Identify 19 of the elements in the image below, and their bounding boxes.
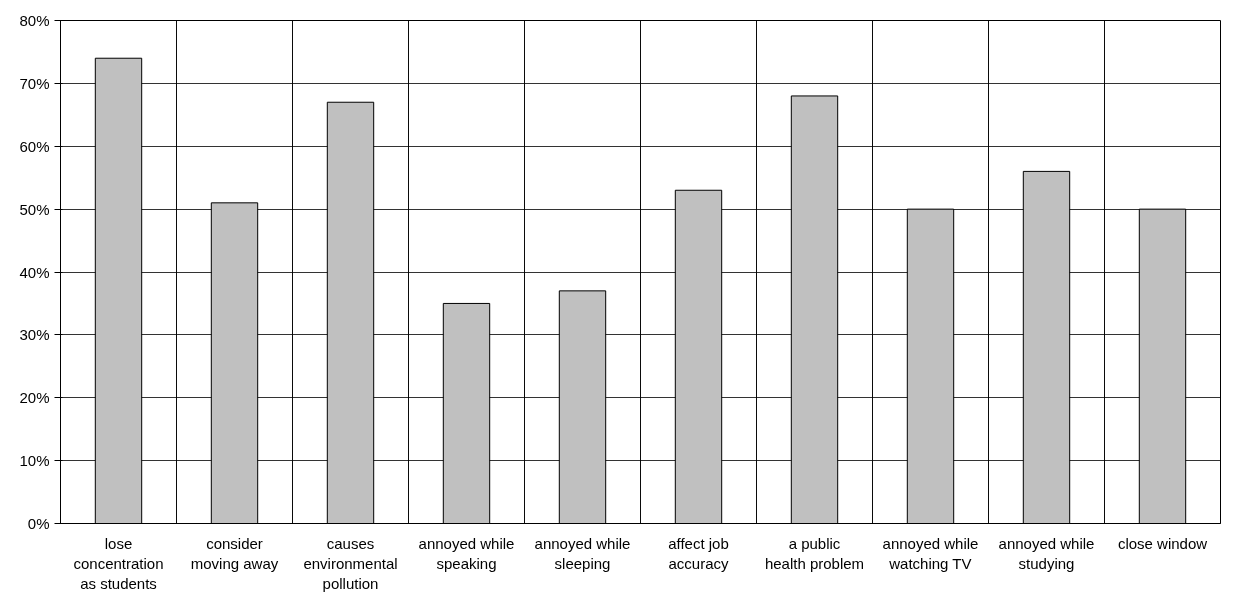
y-tick-label: 30% bbox=[19, 326, 50, 344]
x-tick-label: causes environmental pollution bbox=[303, 534, 398, 593]
x-tick-label: consider moving away bbox=[190, 534, 279, 572]
x-tick-label: annoyed while watching TV bbox=[882, 534, 979, 572]
x-tick-label: lose concentration as students bbox=[73, 534, 164, 593]
x-tick-label: annoyed while speaking bbox=[418, 534, 515, 572]
x-tick-label: a public health problem bbox=[764, 534, 865, 572]
x-tick-label: affect job accuracy bbox=[668, 534, 730, 572]
x-tick-label: annoyed while studying bbox=[998, 534, 1095, 572]
y-tick-label: 80% bbox=[19, 12, 50, 29]
y-tick-label: 20% bbox=[19, 389, 50, 407]
y-tick-label: 40% bbox=[19, 263, 50, 281]
y-tick-label: 70% bbox=[19, 74, 50, 92]
y-tick-label: 60% bbox=[19, 137, 50, 155]
y-tick-label: 50% bbox=[19, 200, 50, 218]
y-tick-label: 0% bbox=[27, 515, 50, 532]
x-tick-label: close window bbox=[1117, 534, 1208, 552]
x-tick-label: annoyed while sleeping bbox=[534, 534, 631, 572]
y-tick-label: 10% bbox=[19, 452, 50, 470]
